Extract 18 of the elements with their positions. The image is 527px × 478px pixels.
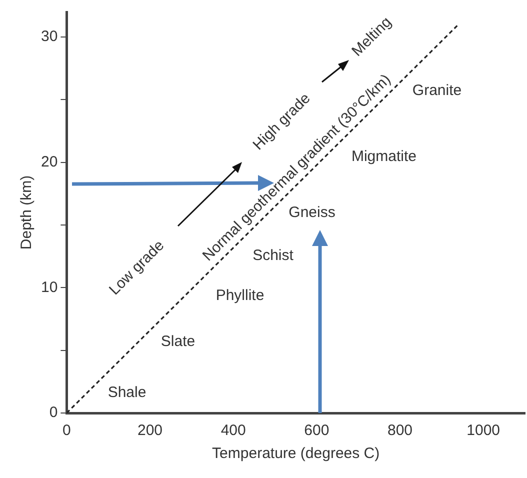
y-tick-label: 10 (40, 278, 58, 296)
x-axis-title: Temperature (degrees C) (212, 445, 380, 462)
annotation: Phyllite (216, 287, 264, 304)
annotation: Slate (160, 333, 196, 350)
annotation: Migmatite (351, 148, 417, 166)
y-tick-label: 30 (40, 28, 58, 46)
x-tick-label: 1000 (466, 422, 500, 440)
annotation: Schist (252, 247, 294, 264)
x-tick-label: 200 (138, 422, 163, 440)
x-tick-label: 800 (387, 422, 413, 440)
x-tick-label: 600 (304, 422, 330, 440)
x-tick-label: 400 (220, 422, 246, 440)
y-tick-label: 0 (49, 404, 58, 422)
y-tick-label: 20 (40, 154, 58, 171)
x-tick-label: 0 (62, 422, 71, 440)
annotation: Granite (412, 82, 462, 100)
y-axis-title: Depth (km) (18, 175, 36, 250)
annotation: Shale (108, 384, 146, 402)
